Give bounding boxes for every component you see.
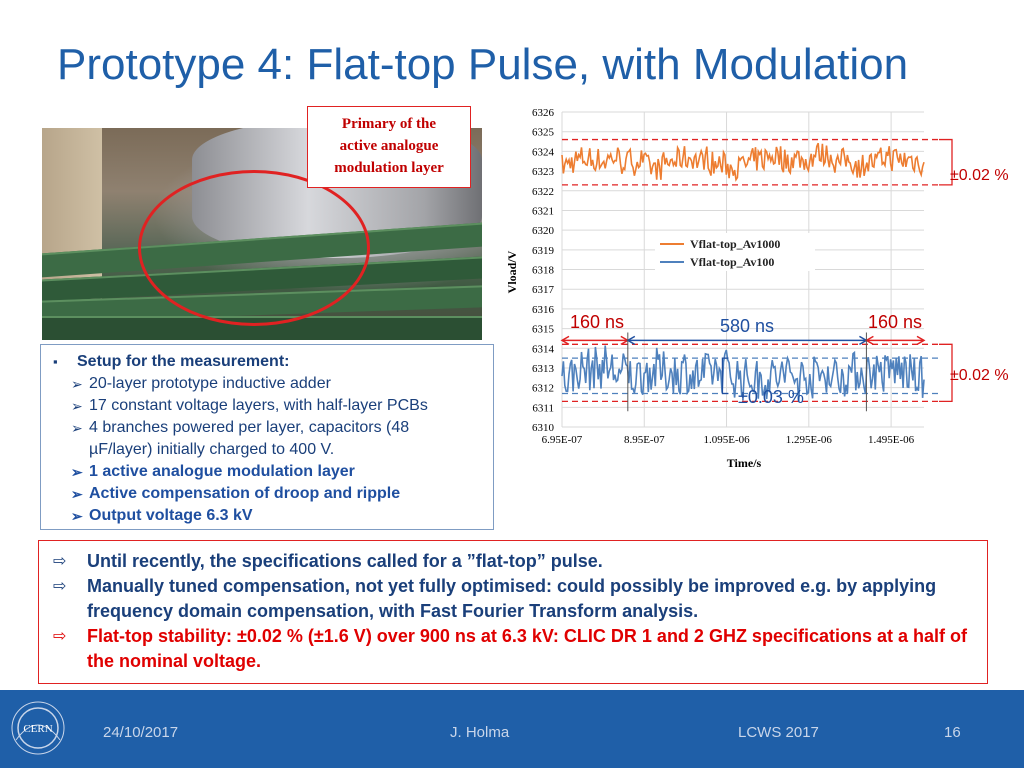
left-window-label: 160 ns xyxy=(570,312,624,332)
right-window-arrow-head-right xyxy=(916,335,926,346)
middle-window-label: 580 ns xyxy=(720,316,774,336)
y-tick-label: 6319 xyxy=(532,245,555,257)
arrow-right-icon: ⇨ xyxy=(53,628,67,645)
y-tick-label: 6314 xyxy=(532,343,555,355)
setup-heading-text: Setup for the measurement: xyxy=(77,353,290,370)
y-axis-label: Vload/V xyxy=(505,250,519,293)
spec-item-text: Flat-top stability: ±0.02 % (±1.6 V) ove… xyxy=(87,626,967,671)
footer-event: LCWS 2017 xyxy=(738,724,819,741)
setup-item: ➢ 17 constant voltage layers, with half-l… xyxy=(71,395,491,417)
setup-item: ➢ 4 branches powered per layer, capacitor… xyxy=(71,417,491,439)
x-tick-label: 6.95E-07 xyxy=(542,434,583,446)
setup-item-text: 1 active analogue modulation layer xyxy=(89,463,355,480)
legend-background xyxy=(655,233,815,271)
x-tick-labels: 6.95E-07 8.95E-07 1.095E-06 1.295E-06 1.495E… xyxy=(542,434,915,446)
spec-item-text: Until recently, the specifications calle… xyxy=(87,551,603,571)
top-band-label: ±0.02 % xyxy=(950,167,1009,184)
bottom-band-bracket xyxy=(939,343,953,403)
y-tick-label: 6325 xyxy=(532,127,555,139)
setup-item-text: 20-layer prototype inductive adder xyxy=(89,375,331,392)
y-tick-label: 6320 xyxy=(532,225,555,237)
footer-date: 24/10/2017 xyxy=(103,724,179,741)
y-tick-label: 6317 xyxy=(532,284,555,296)
x-tick-label: 1.295E-06 xyxy=(786,434,833,446)
setup-item: ➢ 20-layer prototype inductive adder xyxy=(71,373,491,395)
y-tick-label: 6326 xyxy=(532,107,555,119)
y-tick-label: 6318 xyxy=(532,265,555,277)
y-tick-label: 6321 xyxy=(532,205,554,217)
y-tick-label: 6324 xyxy=(532,146,555,158)
arrow-right-icon: ⇨ xyxy=(53,578,67,595)
y-tick-label: 6322 xyxy=(532,186,554,198)
y-tick-label: 6316 xyxy=(532,304,555,316)
y-tick-label: 6312 xyxy=(532,383,554,395)
setup-box: ▪ Setup for the measurement: ➢ 20-layer pr… xyxy=(40,344,494,530)
y-tick-label: 6323 xyxy=(532,166,555,178)
setup-item-text: Active compensation of droop and ripple xyxy=(89,485,401,502)
setup-item: ➢ Output voltage 6.3 kV xyxy=(71,505,491,527)
spec-item: ⇨ Until recently, the specifications call… xyxy=(53,549,978,574)
arrow-right-icon: ⇨ xyxy=(53,553,67,570)
middle-band-bracket xyxy=(721,357,729,395)
highlight-circle xyxy=(138,170,370,326)
setup-item-text: 17 constant voltage layers, with half-la… xyxy=(89,397,428,414)
y-tick-label: 6315 xyxy=(532,324,555,336)
chart-legend: Vflat-top_Av1000 Vflat-top_Av100 xyxy=(655,233,815,271)
cern-logo-icon: CERN xyxy=(11,701,65,755)
setup-heading: ▪ Setup for the measurement: xyxy=(53,351,289,373)
x-tick-label: 1.495E-06 xyxy=(868,434,915,446)
callout-line-2: active analogue xyxy=(339,138,439,154)
spec-item: ⇨ Manually tuned compensation, not yet fu… xyxy=(53,574,978,624)
arrow-bullet-icon: ➢ xyxy=(71,420,83,436)
x-tick-label: 8.95E-07 xyxy=(624,434,665,446)
setup-item-text: Output voltage 6.3 kV xyxy=(89,507,253,524)
chart-series xyxy=(561,142,925,403)
spec-item-text: Manually tuned compensation, not yet ful… xyxy=(87,576,937,621)
specification-box: ⇨ Until recently, the specifications call… xyxy=(38,540,988,684)
series-line-av1000 xyxy=(561,142,925,182)
footer-author: J. Holma xyxy=(450,724,510,741)
y-tick-labels: 6326 6325 6324 6323 6322 6321 6320 6319 6318 6317… xyxy=(532,107,555,434)
series-line-av100 xyxy=(561,345,925,403)
footer-page-number: 16 xyxy=(944,724,961,741)
square-bullet-icon: ▪ xyxy=(53,354,58,369)
setup-item-text: 4 branches powered per layer, capacitors… xyxy=(89,419,410,436)
chart-guides xyxy=(560,138,953,412)
arrow-bullet-icon: ➢ xyxy=(71,486,83,502)
setup-item: ➢ 1 active analogue modulation layer xyxy=(71,461,491,483)
y-tick-label: 6310 xyxy=(532,422,555,434)
y-tick-label: 6313 xyxy=(532,363,555,375)
chart-svg: 6326 6325 6324 6323 6322 6321 6320 6319 6318 6317… xyxy=(505,107,1009,470)
x-tick-label: 1.095E-06 xyxy=(703,434,750,446)
window-annotations: 160 ns 580 ns 160 ns ±0.03 % ±0.02 % ±0.… xyxy=(570,167,1009,407)
legend-label-av100: Vflat-top_Av100 xyxy=(690,255,774,269)
setup-list: ➢ 20-layer prototype inductive adder ➢ 17 … xyxy=(71,373,491,527)
setup-item-text: µF/layer) initially charged to 400 V. xyxy=(89,441,335,458)
bottom-band-label: ±0.02 % xyxy=(950,367,1009,384)
right-window-label: 160 ns xyxy=(868,312,922,332)
arrow-bullet-icon: ➢ xyxy=(71,376,83,392)
footer-bar: CERN 24/10/2017 J. Holma LCWS 2017 16 xyxy=(0,690,1024,768)
arrow-bullet-icon: ➢ xyxy=(71,508,83,524)
arrow-bullet-icon: ➢ xyxy=(71,398,83,414)
x-axis-label: Time/s xyxy=(727,456,762,470)
middle-band-label: ±0.03 % xyxy=(738,387,804,407)
left-window-arrow-head-left xyxy=(560,335,570,346)
y-tick-label: 6311 xyxy=(532,402,554,414)
arrow-bullet-icon: ➢ xyxy=(71,464,83,480)
modulation-layer-callout: Primary of the active analogue modulatio… xyxy=(307,106,471,188)
flat-top-chart: 6326 6325 6324 6323 6322 6321 6320 6319 6318 6317… xyxy=(500,100,1024,480)
callout-line-1: Primary of the xyxy=(341,116,437,132)
cern-logo-text: CERN xyxy=(23,723,52,735)
top-band-bracket xyxy=(939,138,953,186)
slide-title: Prototype 4: Flat-top Pulse, with Modula… xyxy=(57,40,909,89)
legend-label-av1000: Vflat-top_Av1000 xyxy=(690,237,780,251)
setup-item: ➢ Active compensation of droop and ripple xyxy=(71,483,491,505)
spec-list: ⇨ Until recently, the specifications call… xyxy=(53,549,978,674)
callout-line-3: modulation layer xyxy=(334,160,444,176)
spec-item: ⇨ Flat-top stability: ±0.02 % (±1.6 V) ov… xyxy=(53,624,978,674)
setup-item-continuation: µF/layer) initially charged to 400 V. xyxy=(71,439,491,461)
